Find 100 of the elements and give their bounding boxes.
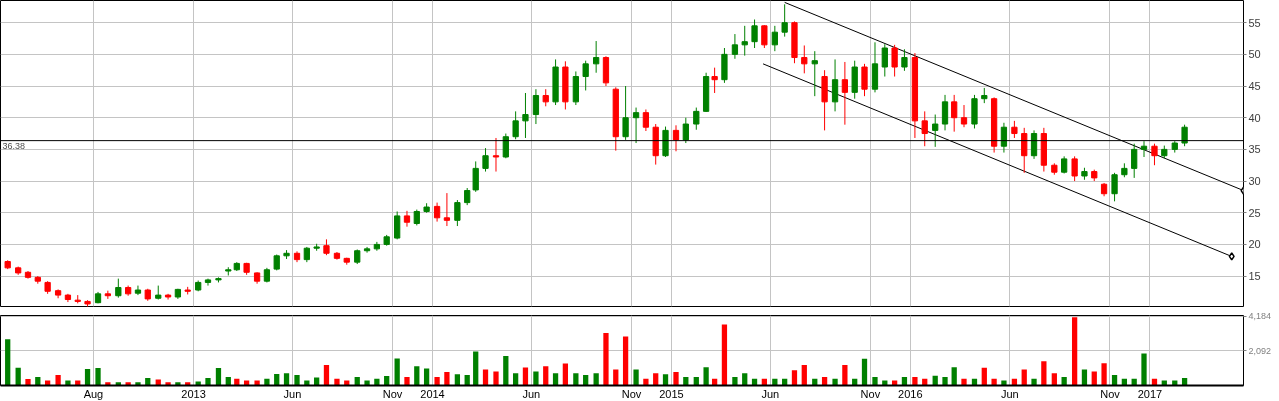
bar <box>65 380 71 386</box>
candlestick <box>811 50 818 97</box>
bar <box>274 373 280 386</box>
ref-line-label: 36.38 <box>2 140 26 151</box>
bar <box>434 376 440 386</box>
bar <box>364 380 370 386</box>
bar <box>703 367 709 386</box>
bar <box>374 378 380 386</box>
candlestick <box>841 61 849 126</box>
bar <box>503 355 509 386</box>
bar <box>991 378 997 386</box>
bar <box>832 378 838 386</box>
bar <box>135 382 141 386</box>
bar <box>603 332 609 386</box>
candlestick <box>801 44 808 74</box>
bar <box>1001 380 1007 386</box>
bar <box>552 373 559 386</box>
candlestick <box>1151 143 1158 166</box>
bar <box>721 324 728 386</box>
bar <box>872 376 878 386</box>
candlestick <box>951 94 958 133</box>
bar <box>294 375 300 386</box>
candlestick <box>693 107 700 131</box>
bar <box>1091 371 1097 386</box>
candlestick <box>941 94 949 131</box>
x-tick-label: 2015 <box>659 387 684 400</box>
bar <box>334 378 340 386</box>
candlestick <box>761 24 768 49</box>
candlestick <box>881 43 888 78</box>
candlestick <box>1021 127 1028 174</box>
candlestick <box>622 85 629 141</box>
candlestick <box>482 147 489 173</box>
bar <box>622 336 629 386</box>
bar <box>55 375 61 386</box>
bar <box>981 367 987 386</box>
candlestick <box>522 92 529 139</box>
candlestick <box>593 40 600 74</box>
y-tick-label: 35 <box>1248 143 1261 156</box>
x-tick-label: Jun <box>761 387 780 400</box>
bar <box>5 339 11 386</box>
bar <box>283 373 290 386</box>
bar <box>513 373 519 386</box>
x-tick-label: Jun <box>283 387 302 400</box>
candlestick <box>672 124 680 152</box>
candlestick <box>1131 143 1138 179</box>
candlestick <box>751 19 758 49</box>
x-tick-label: 2014 <box>420 387 445 400</box>
bar <box>25 378 31 386</box>
bar <box>1111 375 1118 386</box>
x-tick-label: Nov <box>1100 387 1121 400</box>
bar <box>543 366 549 386</box>
bar <box>473 351 479 386</box>
bar <box>464 375 470 386</box>
bar <box>673 372 679 386</box>
bar <box>653 373 659 386</box>
x-tick-label: Nov <box>382 387 403 400</box>
bar <box>742 373 748 386</box>
y-tick-label: 20 <box>1248 238 1261 251</box>
bar <box>562 363 569 386</box>
candlestick <box>741 25 748 57</box>
candlestick <box>682 117 689 144</box>
bar <box>15 367 21 386</box>
bar <box>323 364 330 386</box>
bar <box>791 370 798 386</box>
bar <box>264 378 270 386</box>
candlestick <box>771 25 778 52</box>
bar <box>533 371 539 386</box>
bar <box>1041 361 1047 386</box>
candlestick <box>403 210 411 228</box>
y-tick-label: 55 <box>1248 16 1261 29</box>
bar <box>1031 378 1037 386</box>
bar <box>633 369 639 386</box>
candlestick <box>1140 140 1148 158</box>
bar <box>1101 363 1107 386</box>
x-tick-label: 2017 <box>1137 387 1163 400</box>
y-tick-label: 2,092 <box>1248 345 1272 356</box>
y-tick-label: 50 <box>1248 48 1261 61</box>
bar <box>444 372 450 386</box>
bar <box>84 368 91 386</box>
candlestick <box>901 48 908 72</box>
bar <box>662 374 669 386</box>
candlestick <box>492 137 500 173</box>
candlestick <box>502 133 509 159</box>
candlestick <box>932 114 939 148</box>
candlestick <box>921 110 928 147</box>
candlestick <box>891 44 898 78</box>
candlestick <box>632 107 640 144</box>
bar <box>394 358 400 386</box>
candlestick <box>512 110 519 140</box>
bar <box>643 378 649 386</box>
bar <box>1051 373 1057 386</box>
bar <box>801 364 807 386</box>
candlestick <box>642 108 650 132</box>
bar <box>732 376 738 386</box>
bar <box>573 373 579 386</box>
bar <box>205 377 211 386</box>
candlestick <box>1000 122 1008 154</box>
candlestick <box>115 278 122 299</box>
y-tick-label: 25 <box>1248 206 1261 219</box>
candlestick <box>532 88 540 125</box>
